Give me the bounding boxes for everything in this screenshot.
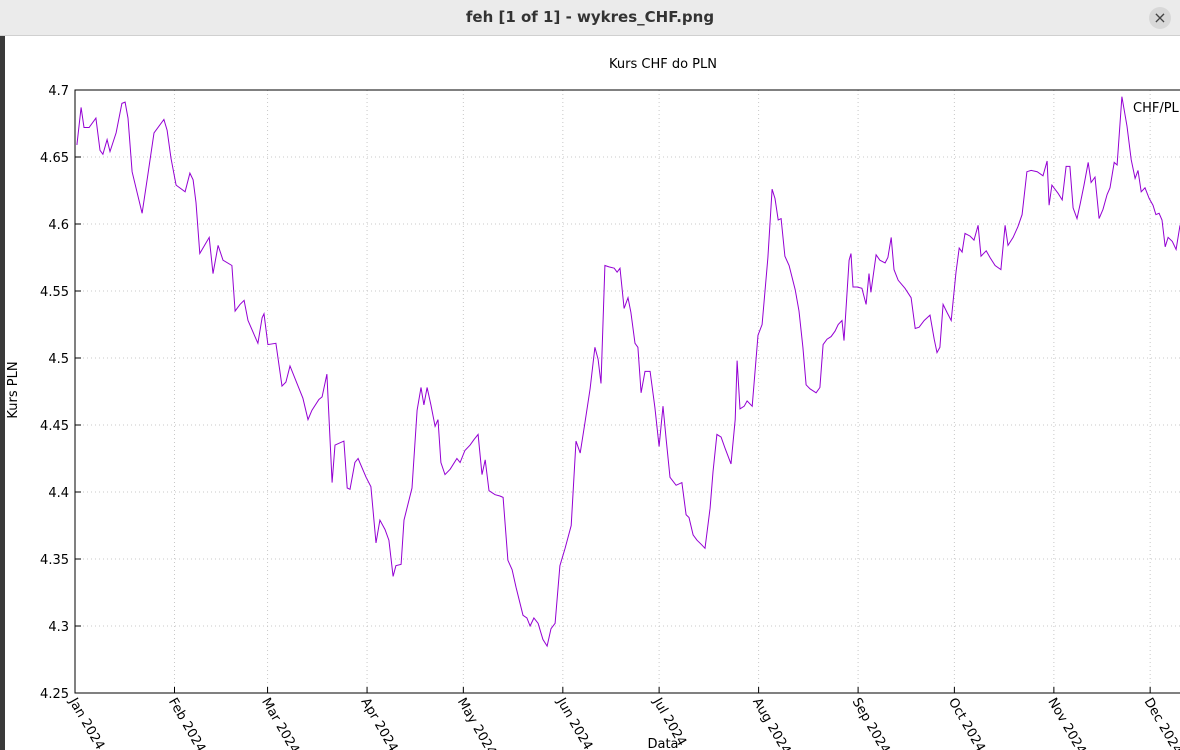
- y-axis-label: Kurs PLN: [6, 361, 21, 418]
- x-axis-label: Data: [647, 737, 678, 750]
- y-tick-label: 4.4: [48, 486, 69, 501]
- x-tick-label: Jun 2024: [553, 695, 595, 750]
- x-tick-label: Nov 2024: [1044, 696, 1088, 750]
- x-tick-label: May 2024: [454, 696, 499, 750]
- y-tick-label: 4.7: [48, 84, 69, 99]
- x-tick-label: Apr 2024: [358, 696, 401, 750]
- y-tick-label: 4.5: [48, 352, 69, 367]
- x-tick-label: Jan 2024: [65, 695, 107, 750]
- x-tick-label: Feb 2024: [165, 696, 208, 750]
- y-tick-label: 4.6: [48, 218, 69, 233]
- y-tick-label: 4.65: [40, 151, 69, 166]
- plot-frame: [74, 89, 1180, 694]
- close-button[interactable]: ×: [1149, 7, 1171, 29]
- x-tick-label: Dec 2024: [1141, 696, 1180, 750]
- series-line: [76, 96, 1180, 648]
- y-tick-label: 4.35: [40, 553, 69, 568]
- y-tick-label: 4.25: [40, 687, 69, 702]
- window-edge: [0, 36, 5, 750]
- x-tick-label: Aug 2024: [749, 696, 793, 750]
- title-bar: feh [1 of 1] - wykres_CHF.png ×: [0, 0, 1180, 36]
- y-tick-label: 4.3: [48, 620, 69, 635]
- chart-title: Kurs CHF do PLN: [609, 57, 717, 72]
- y-tick-label: 4.45: [40, 419, 69, 434]
- window-title: feh [1 of 1] - wykres_CHF.png: [465, 8, 715, 26]
- legend-label: CHF/PLN: [1133, 101, 1180, 116]
- x-tick-label: Oct 2024: [945, 696, 988, 750]
- x-tick-label: Mar 2024: [258, 696, 302, 750]
- x-tick-label: Sep 2024: [849, 696, 893, 750]
- y-tick-label: 4.55: [40, 285, 69, 300]
